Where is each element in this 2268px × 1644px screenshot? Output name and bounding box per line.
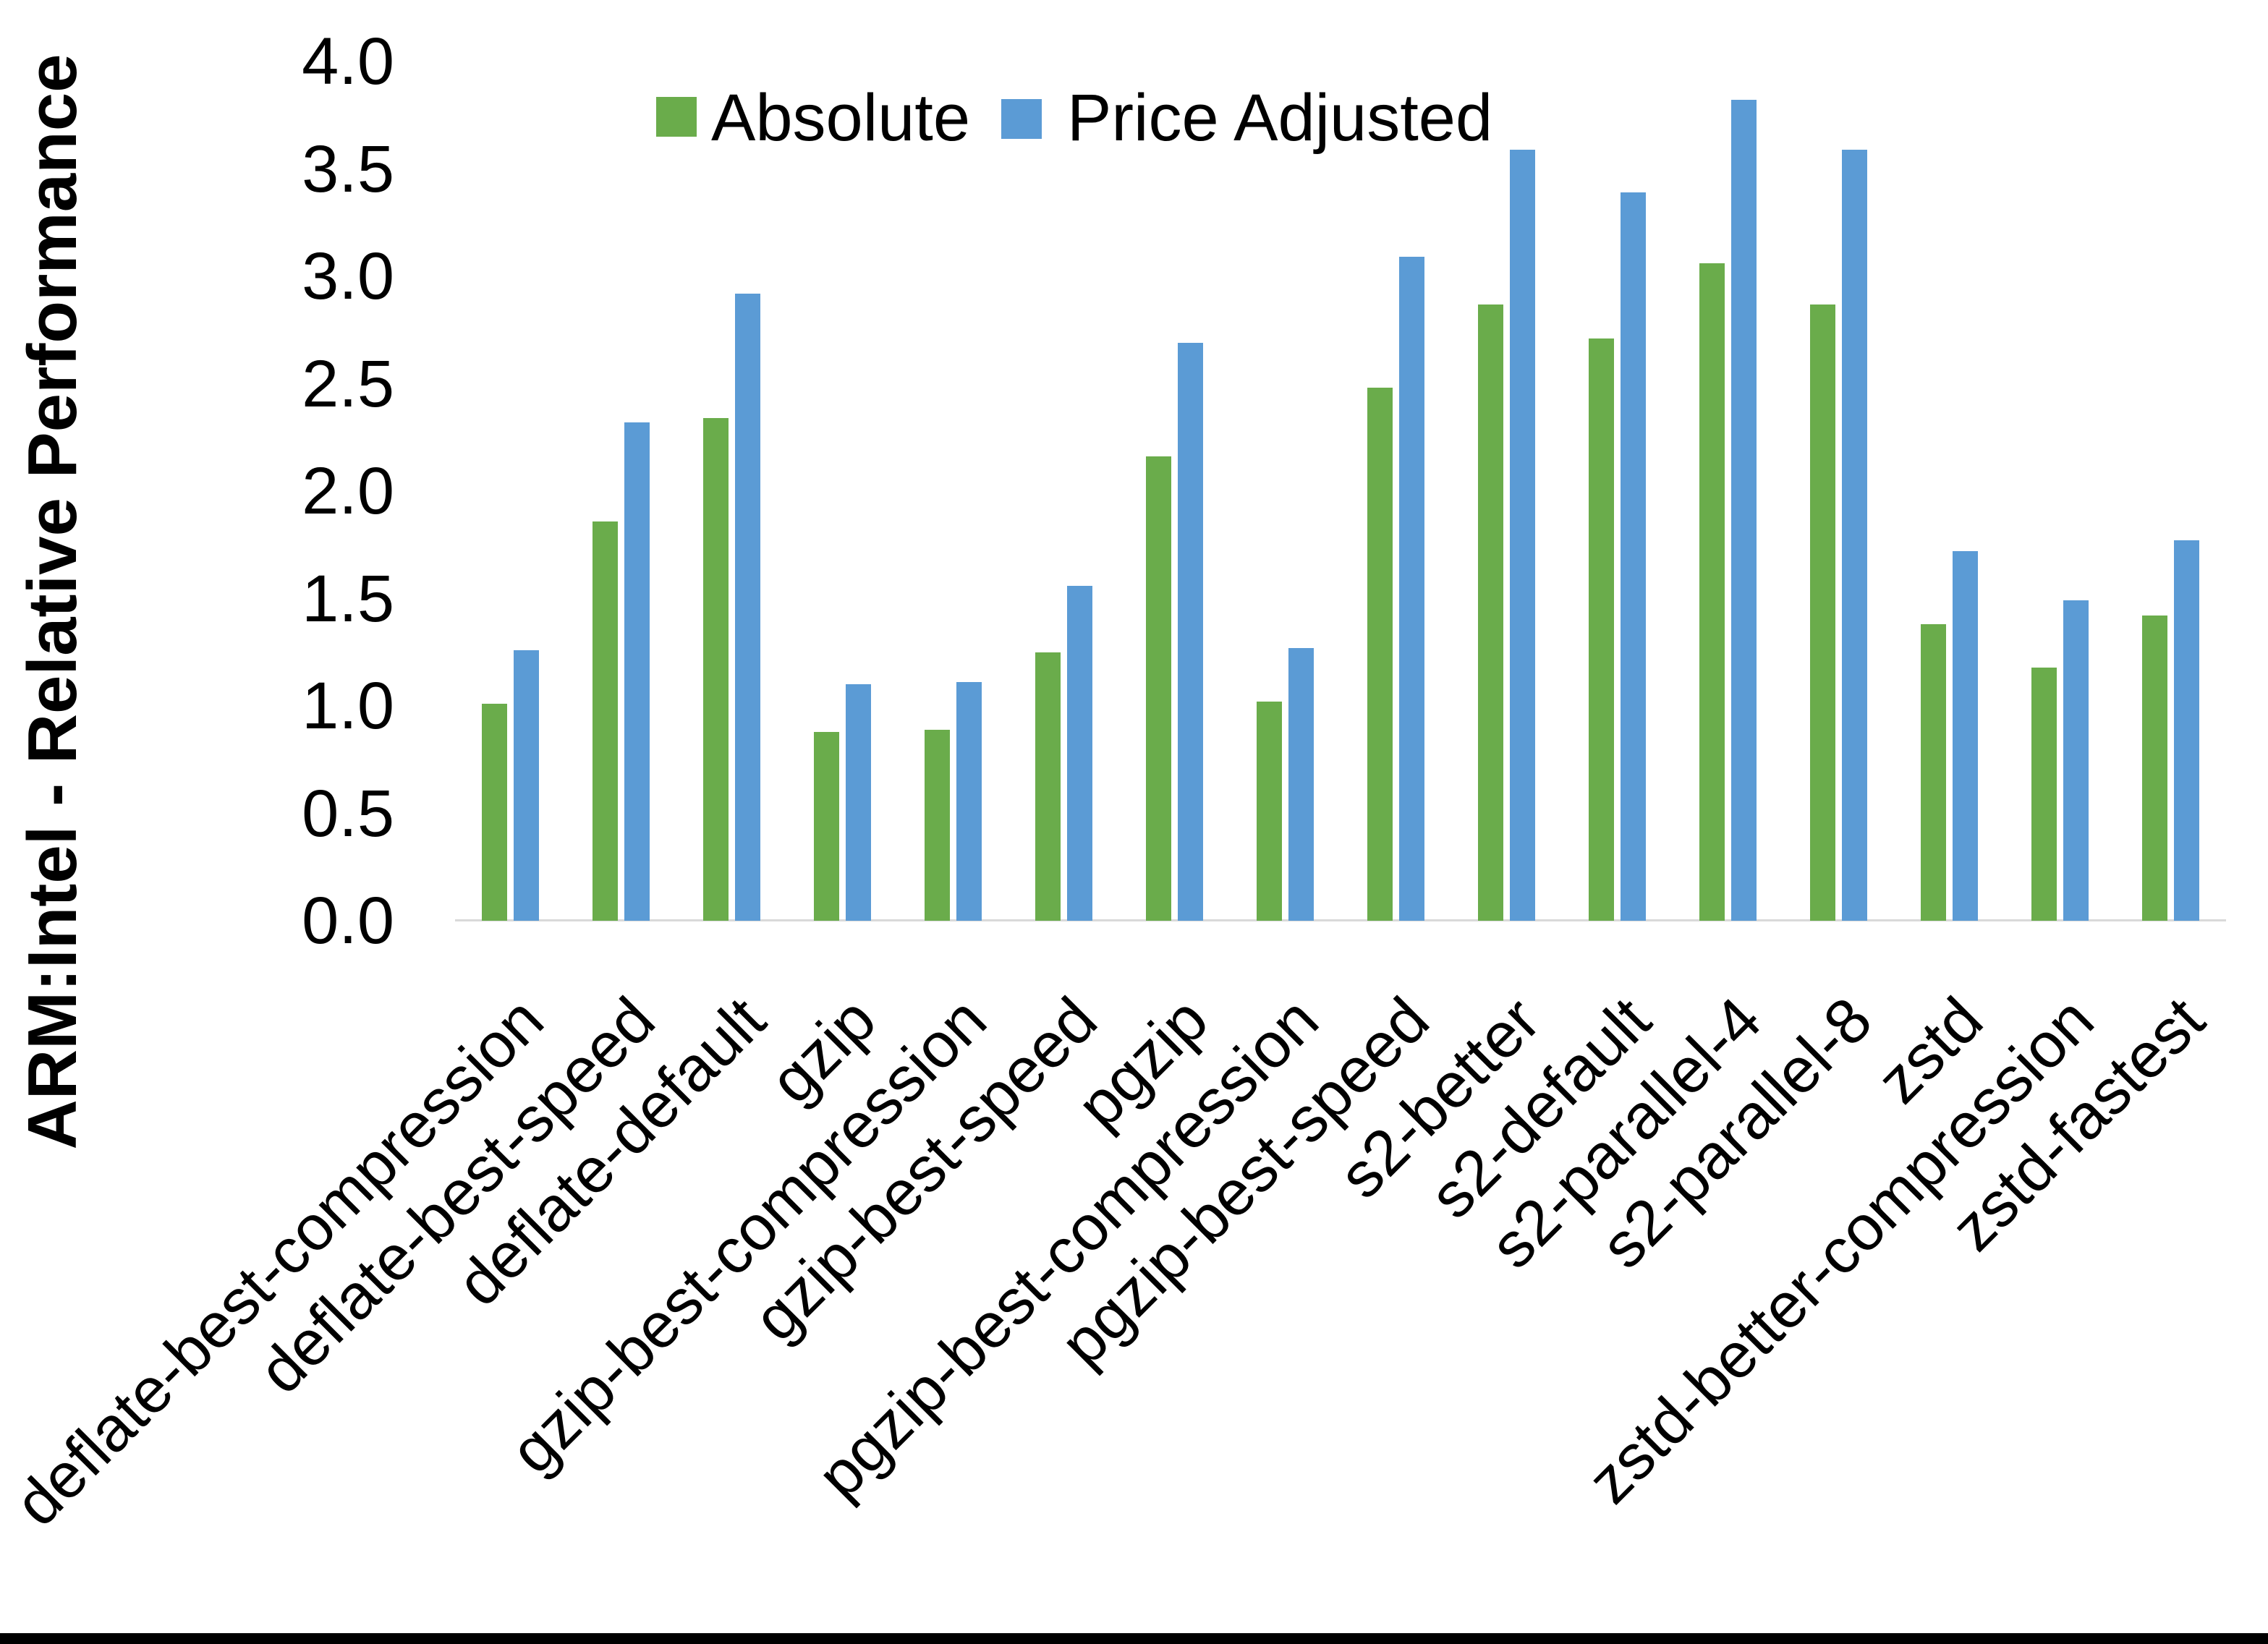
y-axis-title: ARM:Intel - Relative Performance [14,54,91,1150]
bar-absolute-pgzip-best-compression [1257,702,1282,921]
bar-price-adjusted-gzip [846,684,871,921]
bar-price-adjusted-s2-default [1621,192,1646,921]
bar-price-adjusted-s2-parallel-8 [1842,149,1867,921]
bar-absolute-gzip-best-compression [925,729,950,921]
y-tick-label-0.5: 0.5 [302,776,394,851]
legend-label-absolute: Absolute [711,81,971,155]
y-tick-label-2.0: 2.0 [302,454,394,528]
bar-absolute-gzip [814,731,839,921]
bar-price-adjusted-pgzip-best-compression [1288,647,1314,921]
bar-price-adjusted-s2-parallel-4 [1731,100,1757,921]
bar-price-adjusted-zstd [1953,551,1978,921]
bar-price-adjusted-s2-better [1510,149,1535,921]
bar-price-adjusted-pgzip-best-speed [1399,257,1424,921]
legend-swatch-price-adjusted [1001,99,1042,139]
bar-absolute-s2-parallel-8 [1810,304,1835,921]
bar-absolute-pgzip [1146,456,1171,921]
y-tick-label-0.0: 0.0 [302,884,394,958]
bar-price-adjusted-pgzip [1178,343,1203,921]
bar-absolute-gzip-best-speed [1035,652,1061,921]
bar-price-adjusted-gzip-best-compression [956,682,982,921]
bar-absolute-zstd-better-compression [2031,667,2057,921]
y-tick-label-1.5: 1.5 [302,561,394,636]
bar-absolute-deflate-default [703,418,729,921]
legend-label-price-adjusted: Price Adjusted [1067,81,1493,155]
y-tick-label-3.0: 3.0 [302,239,394,313]
bar-price-adjusted-zstd-fastest [2174,540,2199,921]
bar-price-adjusted-zstd-better-compression [2063,600,2089,921]
y-tick-label-2.5: 2.5 [302,346,394,421]
bar-absolute-deflate-best-compression [482,704,507,921]
bar-absolute-zstd-fastest [2142,616,2167,921]
y-tick-label-1.0: 1.0 [302,669,394,743]
y-tick-label-4.0: 4.0 [302,25,394,98]
bar-price-adjusted-gzip-best-speed [1067,585,1092,921]
bar-absolute-s2-better [1478,304,1503,921]
legend-swatch-absolute [656,97,697,137]
bar-price-adjusted-deflate-default [735,293,760,921]
y-tick-label-3.5: 3.5 [302,132,394,206]
bar-absolute-pgzip-best-speed [1367,388,1393,921]
bar-price-adjusted-deflate-best-speed [624,422,650,921]
bottom-border [0,1633,2268,1644]
bar-absolute-deflate-best-speed [593,521,618,921]
x-axis-line [455,919,2226,921]
bar-price-adjusted-deflate-best-compression [514,649,539,921]
bar-absolute-s2-default [1589,338,1614,921]
bar-absolute-zstd [1921,624,1946,921]
bar-absolute-s2-parallel-4 [1699,263,1725,921]
